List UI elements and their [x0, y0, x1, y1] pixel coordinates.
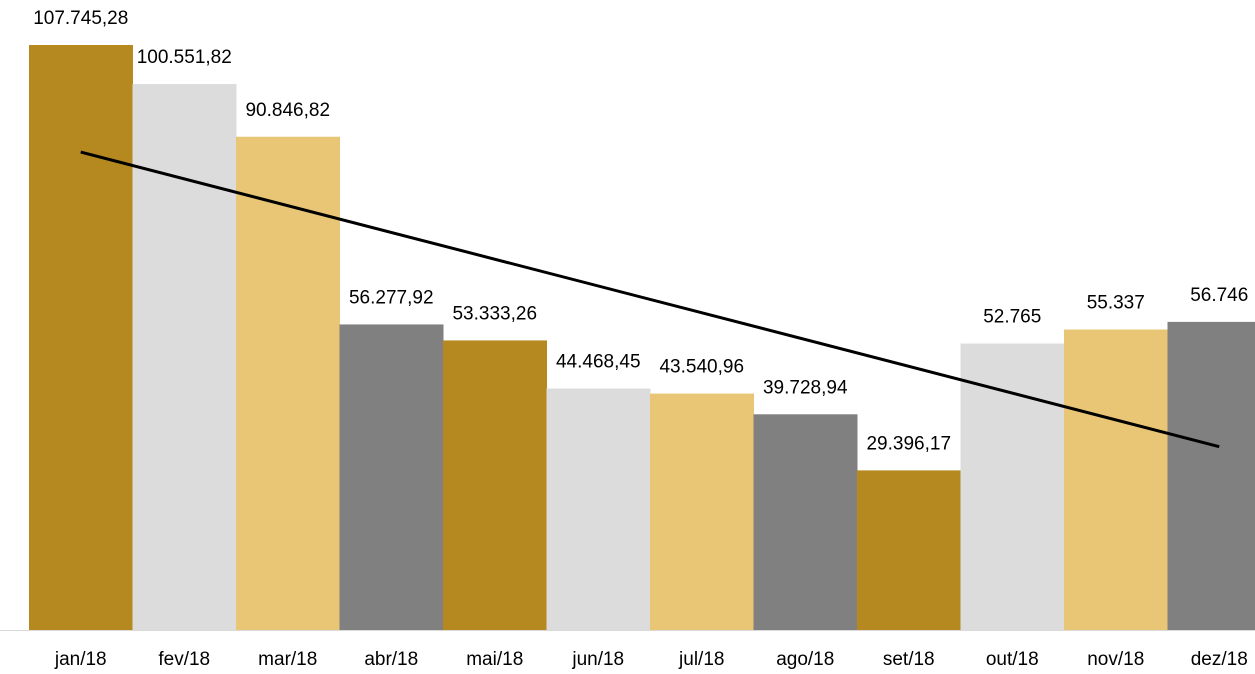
bar [29, 45, 133, 630]
bar [960, 343, 1065, 630]
x-tick-label: nov/18 [1087, 649, 1144, 670]
bar [339, 324, 444, 630]
bar [443, 340, 547, 630]
bar [236, 136, 340, 630]
x-tick-label: jul/18 [678, 649, 724, 670]
trendline [80, 150, 1220, 449]
x-tick-label: abr/18 [364, 649, 418, 670]
data-label: 44.468,45 [556, 352, 641, 373]
data-label: 43.540,96 [659, 357, 744, 378]
bar [753, 414, 858, 630]
x-tick-label: out/18 [986, 649, 1039, 670]
data-label: 29.396,17 [866, 433, 951, 454]
bar [857, 470, 961, 630]
x-tick-label: fev/18 [158, 649, 210, 670]
bar [1064, 329, 1168, 630]
data-label: 56.746 [1190, 285, 1248, 306]
x-tick-label: jun/18 [571, 649, 624, 670]
x-tick-label: mai/18 [466, 649, 523, 670]
x-tick-label: set/18 [883, 649, 935, 670]
x-tick-label: jan/18 [54, 649, 107, 670]
x-tick-label: dez/18 [1191, 649, 1248, 670]
bar [1167, 321, 1255, 630]
x-tick-label: mar/18 [258, 649, 317, 670]
x-tick-label: ago/18 [776, 649, 834, 670]
bar [546, 388, 651, 630]
data-label: 52.765 [983, 307, 1041, 328]
data-label: 107.745,28 [33, 8, 128, 29]
bar [132, 84, 237, 630]
data-label: 39.728,94 [763, 377, 848, 398]
data-label: 90.846,82 [245, 100, 330, 121]
data-label: 55.337 [1087, 293, 1145, 314]
bar [650, 393, 754, 630]
data-label: 56.277,92 [349, 287, 434, 308]
data-label: 100.551,82 [137, 47, 232, 68]
data-label: 53.333,26 [452, 303, 537, 324]
